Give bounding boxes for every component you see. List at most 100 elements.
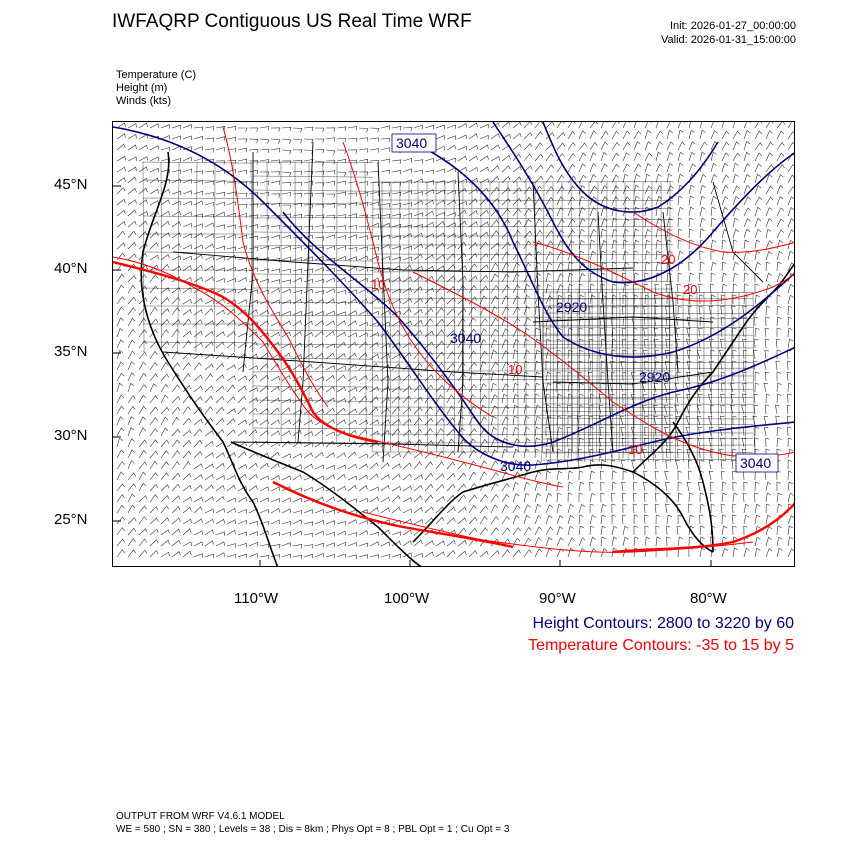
wind-barb xyxy=(665,481,670,492)
wind-barb xyxy=(281,234,291,240)
wind-barb xyxy=(589,481,594,492)
wind-barb xyxy=(215,508,225,514)
wind-barb xyxy=(325,452,335,459)
county-line xyxy=(372,288,674,291)
wind-barb xyxy=(314,475,324,481)
wind-barb xyxy=(776,371,781,381)
wind-barb xyxy=(655,173,662,184)
county-line xyxy=(372,208,674,210)
wind-barb xyxy=(446,124,456,129)
wind-barb xyxy=(698,360,703,371)
wind-barb xyxy=(632,503,638,514)
wind-barb xyxy=(160,416,169,426)
wind-barb xyxy=(391,288,401,294)
wind-barb xyxy=(567,481,573,492)
wind-barb xyxy=(336,541,346,547)
wind-barb xyxy=(523,196,532,206)
wind-barb xyxy=(545,470,551,481)
wind-barb xyxy=(578,437,584,448)
wind-barb xyxy=(116,382,123,393)
wind-barb xyxy=(743,185,751,195)
wind-barb xyxy=(468,394,476,404)
wind-barb xyxy=(611,152,620,162)
wind-barb xyxy=(501,515,510,525)
wind-barb xyxy=(686,481,692,492)
wind-barb xyxy=(281,160,292,165)
wind-barb xyxy=(281,343,291,349)
wind-barb xyxy=(237,519,247,525)
wind-barb xyxy=(402,552,412,558)
wind-barb xyxy=(391,213,402,218)
wind-barb xyxy=(303,553,313,559)
wind-barb xyxy=(512,295,521,305)
wind-barb xyxy=(314,509,324,514)
wind-barb xyxy=(633,239,640,250)
wind-barb xyxy=(270,463,280,470)
county-line xyxy=(232,161,235,353)
wind-barb xyxy=(347,234,357,239)
wind-barb xyxy=(369,386,379,393)
wind-barb xyxy=(435,551,445,558)
wind-barb xyxy=(336,553,346,558)
height-label: 2920 xyxy=(556,299,587,315)
wind-barb xyxy=(292,213,303,219)
wind-barb xyxy=(116,230,126,239)
wind-barb xyxy=(281,440,291,448)
wind-barb xyxy=(171,340,181,349)
wind-barb xyxy=(380,214,391,219)
wind-barb xyxy=(193,530,203,536)
wind-barb xyxy=(435,329,445,338)
wind-barb xyxy=(666,151,674,162)
height-contours xyxy=(113,122,794,466)
wind-barb xyxy=(644,163,652,173)
wind-barb xyxy=(611,294,617,305)
county-line xyxy=(372,306,674,309)
wind-barb xyxy=(776,218,785,228)
wind-barb xyxy=(369,486,379,492)
wind-barb xyxy=(413,124,423,129)
wind-barb xyxy=(578,382,584,393)
wind-barb xyxy=(621,481,626,492)
wind-barb xyxy=(193,223,203,228)
wind-barb xyxy=(589,272,595,283)
wind-barb xyxy=(787,229,794,239)
lat-label: 45°N xyxy=(54,176,88,193)
wind-barb xyxy=(599,426,604,437)
wind-barb xyxy=(325,509,335,515)
wind-barb xyxy=(402,374,412,382)
wind-barb xyxy=(193,342,203,349)
wind-barb xyxy=(545,196,554,206)
wind-barb xyxy=(600,338,606,349)
wind-barb xyxy=(698,426,703,437)
wind-barb xyxy=(534,229,543,239)
wind-barb xyxy=(512,166,522,173)
wind-barb xyxy=(742,426,748,437)
wind-barb xyxy=(457,439,466,448)
wind-barb xyxy=(116,349,124,360)
wind-barb xyxy=(248,235,259,241)
wind-barb xyxy=(446,362,456,371)
wind-barb xyxy=(358,127,369,133)
wind-barb xyxy=(534,404,541,415)
wind-barb xyxy=(534,164,544,173)
wind-barb xyxy=(523,153,533,162)
wind-barb xyxy=(413,406,423,415)
wind-barb xyxy=(633,173,640,184)
wind-barb xyxy=(655,492,660,503)
wind-barb xyxy=(446,297,456,305)
wind-barb xyxy=(237,213,247,218)
wind-barb xyxy=(303,375,313,382)
wind-barb xyxy=(259,309,269,316)
wind-barb xyxy=(226,224,237,229)
wind-barb xyxy=(556,448,562,459)
wind-barb xyxy=(215,462,225,470)
wind-barb xyxy=(732,503,737,514)
wind-barb xyxy=(226,234,236,239)
county-line xyxy=(542,396,754,398)
county-line xyxy=(696,291,698,463)
wind-barb xyxy=(281,181,292,187)
wind-barb xyxy=(743,250,750,261)
wind-barb xyxy=(380,310,390,316)
wind-barb xyxy=(215,256,225,261)
wind-barb xyxy=(182,200,192,206)
